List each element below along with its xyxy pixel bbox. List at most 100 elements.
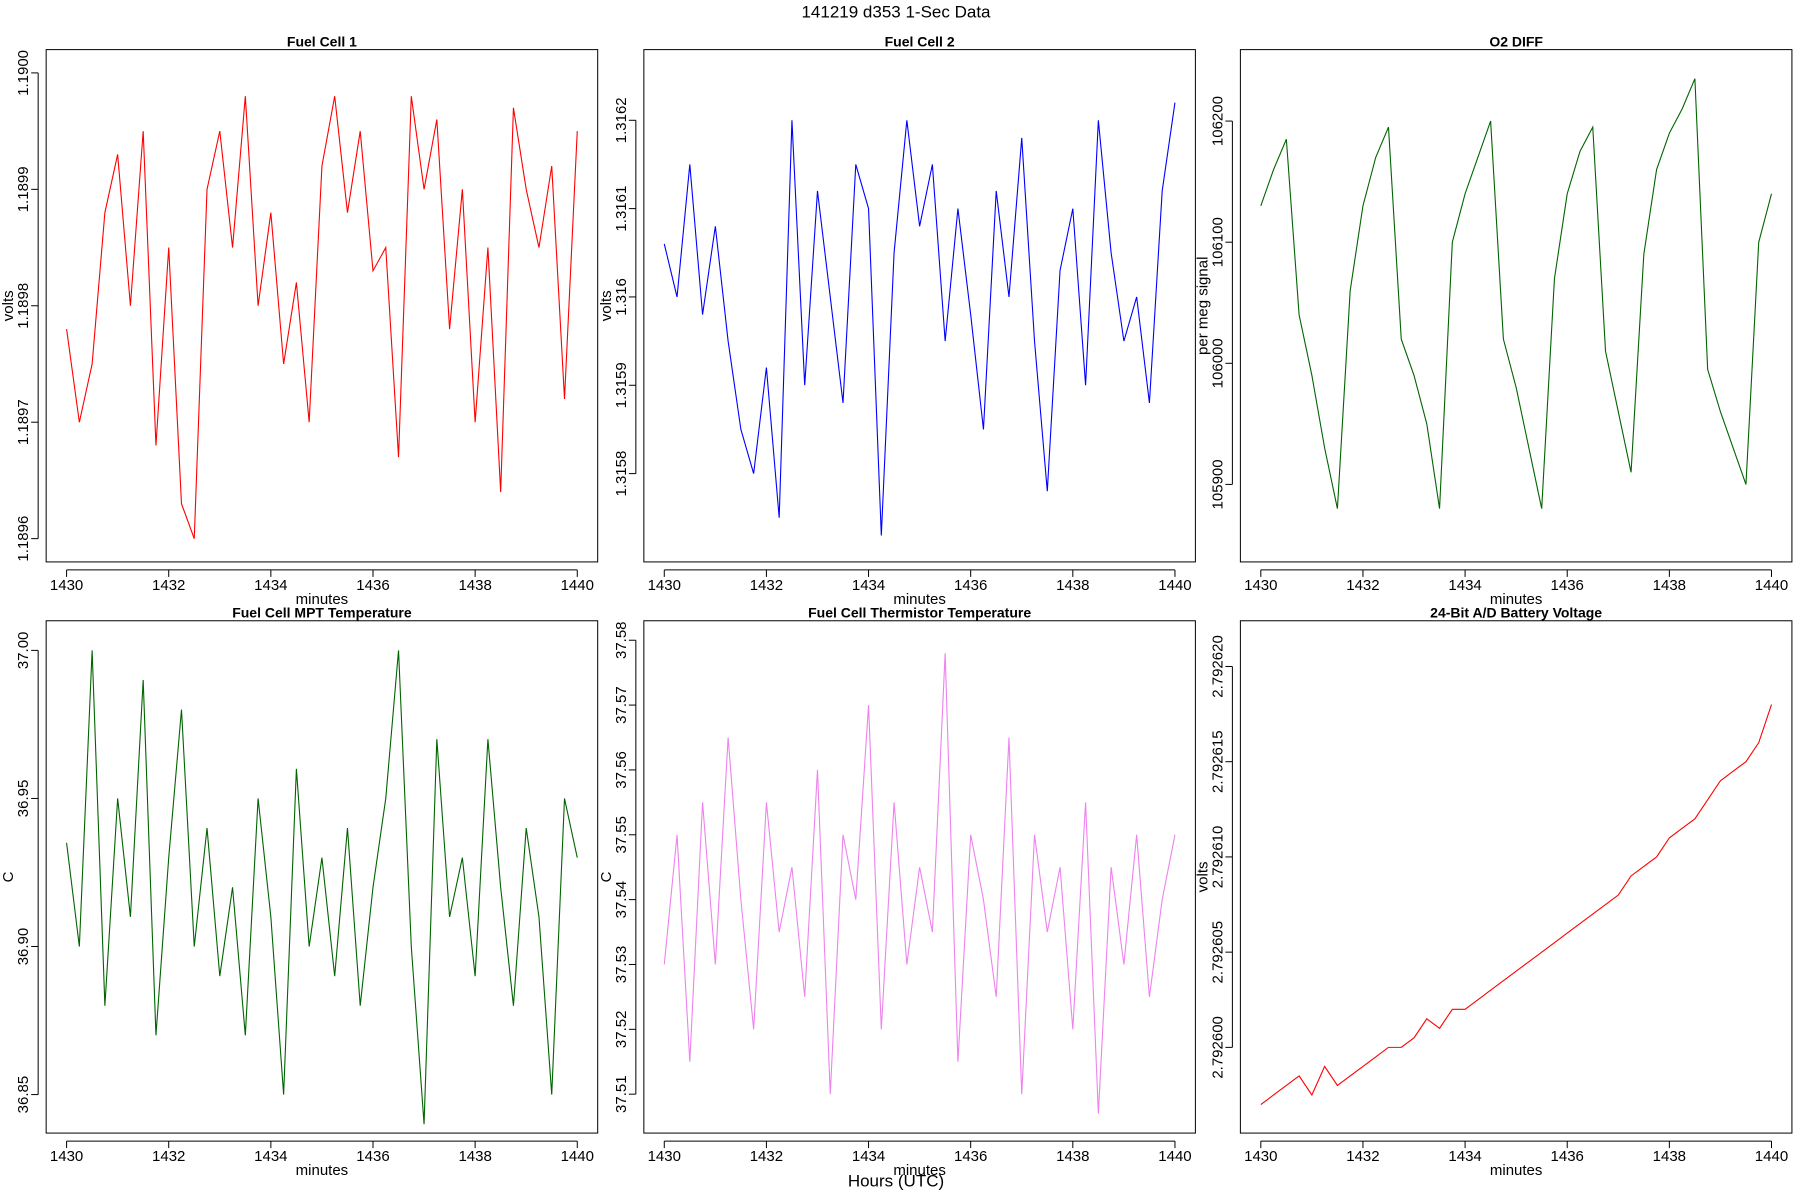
x-tick-label: 1440 [561, 577, 594, 594]
plot-frame [643, 620, 1196, 1134]
x-tick-label: 1436 [954, 577, 987, 594]
data-line [663, 653, 1176, 1114]
data-line [66, 650, 578, 1125]
panel-title: 24-Bit A/D Battery Voltage [1430, 604, 1602, 620]
y-tick-label: 37.53 [613, 946, 630, 984]
y-tick-label: 37.51 [613, 1075, 630, 1113]
data-line [1260, 78, 1773, 509]
y-tick-label: 36.85 [15, 1076, 32, 1114]
x-tick-label: 1434 [254, 577, 287, 594]
x-tick-label: 1436 [356, 1148, 389, 1165]
x-tick-label: 1440 [1755, 577, 1788, 594]
y-tick-label: 2.792610 [1209, 826, 1226, 889]
x-tick-label: 1440 [1158, 577, 1191, 594]
plot-frame [1239, 49, 1793, 563]
x-tick-label: 1432 [750, 577, 783, 594]
data-line [663, 102, 1176, 536]
y-tick-label: 106000 [1209, 338, 1226, 388]
x-axis-label: minutes [1490, 591, 1543, 608]
y-tick-label: 37.52 [613, 1011, 630, 1049]
x-tick-label: 1440 [561, 1148, 594, 1165]
y-tick-label: 2.792600 [1209, 1016, 1226, 1079]
x-tick-label: 1438 [1653, 577, 1686, 594]
panel-title: Fuel Cell MPT Temperature [232, 604, 412, 620]
x-axis-label: minutes [1490, 1162, 1543, 1179]
y-tick-label: 2.792615 [1209, 730, 1226, 793]
y-axis-label: C [0, 871, 17, 882]
y-tick-label: 37.58 [613, 621, 630, 659]
x-tick-label: 1434 [1448, 577, 1481, 594]
x-tick-label: 1432 [1346, 1148, 1379, 1165]
y-tick-label: 1.1896 [15, 516, 32, 562]
x-tick-label: 1434 [1448, 1148, 1481, 1165]
y-tick-label: 37.54 [613, 881, 630, 919]
panel-title: O2 DIFF [1489, 33, 1543, 49]
panel-title: Fuel Cell 1 [287, 33, 357, 49]
y-tick-label: 1.3158 [613, 451, 630, 497]
x-tick-label: 1438 [458, 577, 491, 594]
y-tick-label: 1.1897 [15, 399, 32, 445]
plot-frame [45, 620, 599, 1134]
y-axis-label: per meg signal [1194, 257, 1211, 355]
x-tick-label: 1432 [152, 1148, 185, 1165]
y-axis-label: volts [0, 290, 17, 321]
y-tick-label: 37.57 [613, 686, 630, 724]
x-tick-label: 1434 [852, 577, 885, 594]
plot-frame [45, 49, 599, 563]
x-tick-label: 1430 [648, 1148, 681, 1165]
x-tick-label: 1430 [1244, 1148, 1277, 1165]
plot-frame [643, 49, 1196, 563]
x-tick-label: 1438 [1056, 1148, 1089, 1165]
x-tick-label: 1434 [852, 1148, 885, 1165]
y-axis-label: C [598, 871, 615, 882]
common-x-label: Hours (UTC) [848, 1171, 944, 1190]
y-tick-label: 106200 [1209, 96, 1226, 146]
panel-title: Fuel Cell Thermistor Temperature [808, 604, 1031, 620]
plot-frame [1239, 620, 1793, 1134]
x-tick-label: 1430 [50, 1148, 83, 1165]
x-tick-label: 1436 [1551, 1148, 1584, 1165]
y-tick-label: 37.00 [15, 632, 32, 670]
y-tick-label: 1.1900 [15, 50, 32, 96]
y-tick-label: 1.316 [613, 278, 630, 316]
x-axis-label: minutes [296, 591, 349, 608]
x-axis-label: minutes [893, 591, 946, 608]
x-tick-label: 1436 [356, 577, 389, 594]
y-tick-label: 2.792605 [1209, 921, 1226, 984]
x-axis-label: minutes [296, 1162, 349, 1179]
x-tick-label: 1436 [954, 1148, 987, 1165]
x-tick-label: 1430 [1244, 577, 1277, 594]
y-tick-label: 37.56 [613, 751, 630, 789]
x-tick-label: 1440 [1755, 1148, 1788, 1165]
data-line [66, 96, 578, 539]
x-tick-label: 1432 [1346, 577, 1379, 594]
y-tick-label: 2.792620 [1209, 635, 1226, 698]
y-tick-label: 106100 [1209, 217, 1226, 267]
y-tick-label: 1.1899 [15, 166, 32, 212]
panel-title: Fuel Cell 2 [885, 33, 955, 49]
x-tick-label: 1432 [152, 577, 185, 594]
x-axis-label: minutes [893, 1162, 946, 1179]
x-tick-label: 1434 [254, 1148, 287, 1165]
x-tick-label: 1438 [1056, 577, 1089, 594]
x-tick-label: 1436 [1551, 577, 1584, 594]
y-tick-label: 1.1898 [15, 283, 32, 329]
y-tick-label: 1.3161 [613, 186, 630, 232]
y-tick-label: 37.55 [613, 816, 630, 854]
x-tick-label: 1440 [1158, 1148, 1191, 1165]
page-title: 141219 d353 1-Sec Data [801, 2, 991, 21]
x-tick-label: 1430 [648, 577, 681, 594]
y-tick-label: 1.3162 [613, 97, 630, 143]
y-axis-label: volts [1194, 862, 1211, 893]
data-line [1260, 704, 1773, 1105]
x-tick-label: 1438 [1653, 1148, 1686, 1165]
y-tick-label: 1.3159 [613, 362, 630, 408]
y-tick-label: 105900 [1209, 459, 1226, 509]
x-tick-label: 1438 [458, 1148, 491, 1165]
y-tick-label: 36.95 [15, 780, 32, 818]
y-tick-label: 36.90 [15, 928, 32, 966]
x-tick-label: 1430 [50, 577, 83, 594]
y-axis-label: volts [598, 290, 615, 321]
